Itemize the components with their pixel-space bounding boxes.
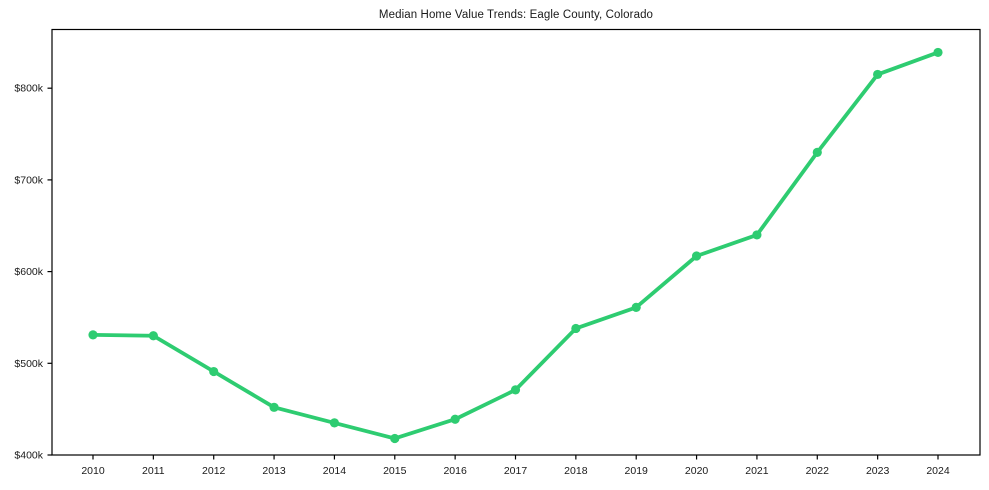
- y-tick-label: $700k: [14, 174, 43, 186]
- y-tick-label: $800k: [14, 83, 43, 95]
- data-point: [691, 251, 702, 261]
- x-tick-label: 2019: [625, 465, 649, 477]
- data-point: [812, 147, 822, 157]
- data-point: [329, 418, 340, 428]
- x-tick-label: 2013: [262, 465, 286, 477]
- y-tick-label: $500k: [14, 358, 43, 370]
- x-tick-label: 2017: [504, 465, 528, 477]
- data-point: [933, 47, 943, 58]
- x-tick-label: 2023: [866, 465, 890, 477]
- x-tick-label: 2014: [323, 465, 347, 477]
- data-point: [631, 302, 641, 312]
- x-tick-label: 2011: [142, 465, 165, 477]
- data-point: [752, 230, 762, 240]
- data-point: [88, 330, 98, 340]
- data-point: [571, 323, 581, 334]
- y-tick-label: $400k: [14, 450, 43, 462]
- data-point: [450, 414, 460, 424]
- x-tick-label: 2010: [81, 465, 105, 477]
- y-tick-label: $600k: [14, 266, 43, 278]
- data-point: [390, 433, 400, 444]
- data-point: [269, 402, 279, 412]
- data-point: [510, 385, 521, 395]
- x-tick-label: 2021: [745, 465, 769, 477]
- trend-line: [91, 50, 940, 441]
- x-tick-label: 2020: [685, 465, 709, 477]
- data-point: [209, 366, 219, 377]
- data-point: [148, 331, 158, 341]
- chart-title: Median Home Value Trends: Eagle County, …: [378, 9, 654, 21]
- data-point: [873, 69, 883, 80]
- x-tick-label: 2012: [202, 465, 226, 477]
- x-tick-label: 2022: [806, 465, 830, 477]
- x-tick-label: 2016: [443, 465, 467, 477]
- x-tick-label: 2018: [564, 465, 588, 477]
- x-tick-label: 2024: [926, 465, 950, 477]
- x-tick-label: 2015: [383, 465, 407, 477]
